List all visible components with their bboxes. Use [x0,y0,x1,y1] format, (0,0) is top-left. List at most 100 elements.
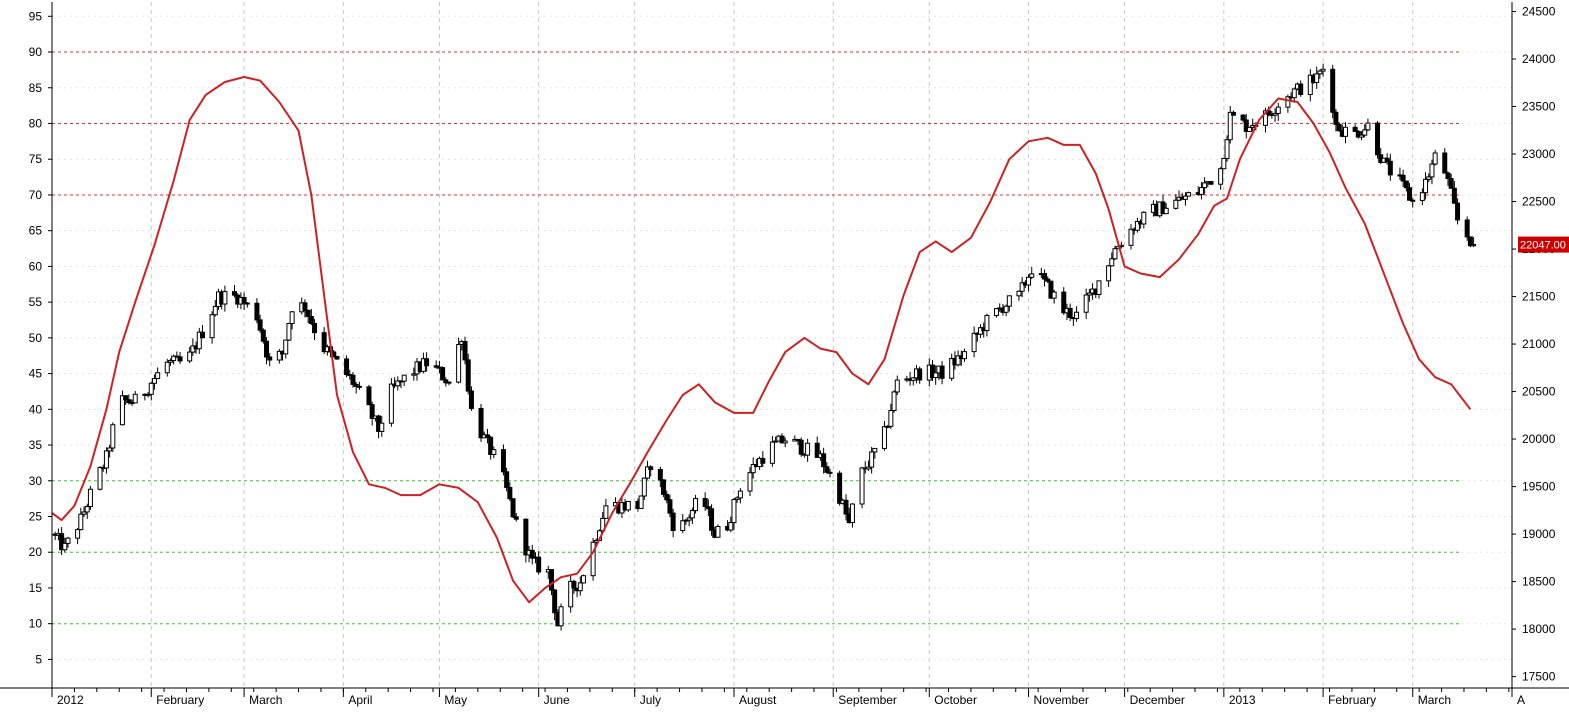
month-label: 2013 [1229,693,1256,707]
candle-body [151,378,157,384]
candle-body [283,339,289,355]
candle-body [1208,181,1214,185]
left-tick-label: 95 [29,9,43,23]
candle-body [1275,106,1281,114]
candle-body [686,517,692,521]
candle-body [1423,178,1429,194]
month-label: April [348,693,372,707]
month-label: March [249,693,282,707]
candle-body [1359,134,1365,138]
candle-body [244,302,250,305]
candle-body [260,329,266,342]
candle-body [388,383,394,424]
month-label: June [544,693,570,707]
candle-body [1198,187,1204,195]
candle-body [603,505,609,519]
candle-body [859,467,865,505]
candle-body [1403,180,1409,189]
candle-body [577,582,583,592]
month-label: November [1034,693,1089,707]
candle-body [1240,114,1246,121]
candle-body [824,466,830,473]
candle-body [1426,176,1432,180]
candle-body [680,520,686,532]
left-tick-label: 20 [29,545,43,559]
candle-body [1343,126,1349,137]
candle-body [411,373,417,376]
candle-body [305,309,311,317]
candle-body [955,355,961,366]
candle-body [779,435,785,444]
candle-body [267,356,273,361]
candle-body [395,380,401,387]
candle-body [59,533,65,551]
candle-body [881,426,887,449]
right-tick-label: 18500 [1522,575,1556,589]
candle-body [805,442,811,456]
right-tick-label: 24000 [1522,52,1556,66]
candle-body [1112,248,1118,260]
left-tick-label: 85 [29,81,43,95]
candle-body [949,358,955,379]
candle-body [264,340,270,358]
candle-body [1298,83,1304,95]
candle-body [232,291,237,296]
candle-body [254,302,260,321]
candle-body [645,466,651,479]
candle-body [289,311,295,325]
candle-body [424,358,430,367]
candle-body [334,355,340,360]
candle-body [1333,111,1339,125]
candle-body [84,506,90,513]
candle-body [894,379,900,393]
candle-body [1067,307,1073,318]
month-label: August [739,693,777,707]
month-label: May [444,693,467,707]
candle-body [664,493,670,501]
candle-body [715,526,721,538]
left-tick-label: 70 [29,188,43,202]
candle-body [536,556,542,573]
candle-body [1455,202,1461,221]
candle-body [1086,292,1092,296]
candle-body [312,322,318,334]
right-tick-label: 22500 [1522,195,1556,209]
candle-body [731,499,737,524]
candle-body [465,359,471,392]
candle-body [705,506,711,510]
candle-body [97,466,103,490]
month-label: October [934,693,977,707]
x-axis-band [0,689,1569,708]
candle-body [286,323,292,341]
candle-body [1019,282,1025,292]
candle-body [513,516,519,520]
candle-body [1407,187,1413,201]
candle-body [580,575,586,584]
candle-body [1330,68,1336,113]
candle-body [529,549,535,559]
left-tick-label: 45 [29,367,43,381]
candle-body [1262,110,1268,126]
candle-body [488,436,494,455]
candle-body [760,457,766,464]
left-tick-label: 30 [29,474,43,488]
candle-body [78,513,84,531]
candle-body [1464,219,1470,238]
candle-body [1026,276,1032,286]
candle-body [552,589,558,614]
candle-body [865,466,871,470]
candle-body [939,365,945,379]
left-tick-label: 90 [29,45,43,59]
month-label: A [1517,693,1525,707]
candle-body [1352,126,1358,132]
candle-body [1432,152,1438,165]
candle-body [910,377,916,381]
left-tick-label: 60 [29,259,43,273]
candle-body [222,291,228,305]
candle-body [1291,88,1297,99]
right-tick-label: 18000 [1522,622,1556,636]
left-tick-label: 40 [29,402,43,416]
candle-body [145,393,151,396]
candle-body [962,351,967,360]
